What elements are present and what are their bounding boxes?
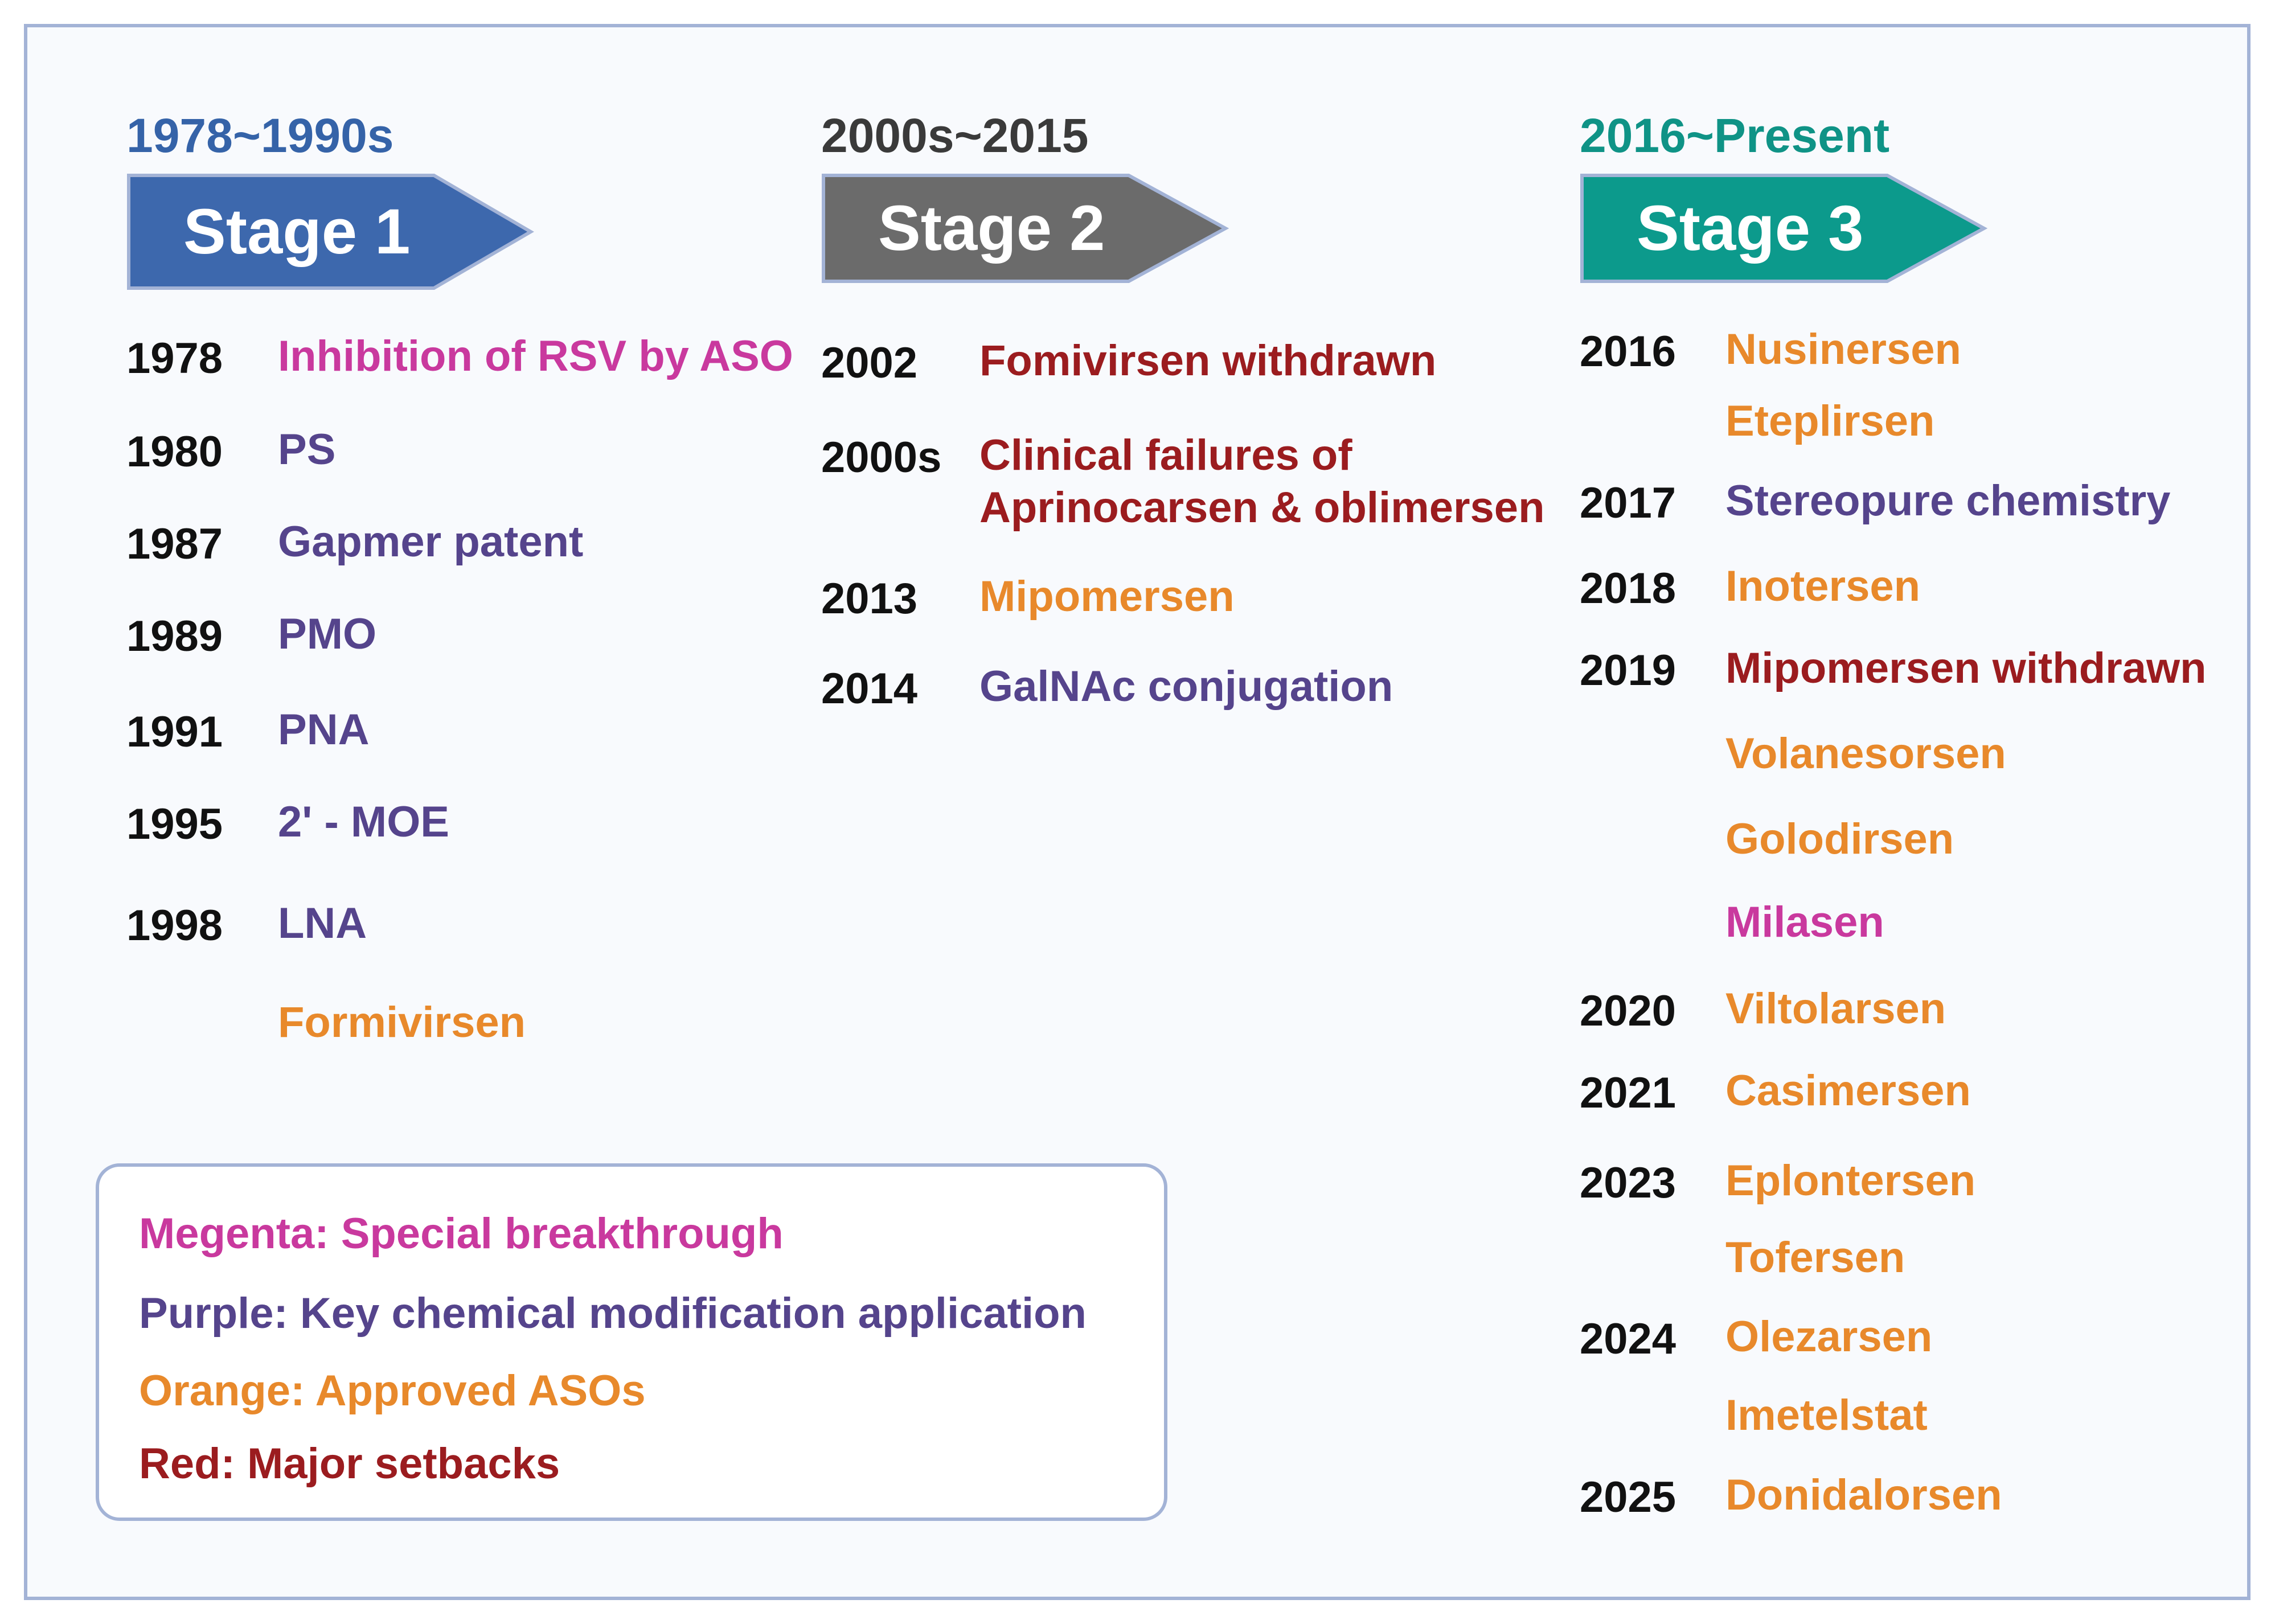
event-year: 2018 [1580,564,1676,613]
event-year: 1978 [126,334,223,383]
stage-2-label: Stage 2 [878,192,1105,264]
stage-2-arrow-shape [822,174,1229,283]
event-year: 2025 [1580,1473,1676,1522]
event-item: Clinical failures of [979,431,1352,479]
event-year: 2024 [1580,1315,1676,1363]
stage-2-era-heading: 2000s~2015 [821,109,1089,162]
event-year: 2020 [1580,987,1676,1035]
event-item: 2' - MOE [278,798,449,846]
event-item: Eplontersen [1725,1157,1976,1205]
legend-item-orange: Orange: Approved ASOs [139,1367,646,1415]
legend-item-magenta: Megenta: Special breakthrough [139,1209,784,1258]
event-year: 1995 [126,800,223,848]
event-year: 2023 [1580,1159,1676,1207]
event-year: 1998 [126,901,223,950]
event-item: Imetelstat [1725,1391,1928,1440]
event-year: 2021 [1580,1069,1676,1117]
event-item: Volanesorsen [1725,729,2006,778]
event-year: 2000s [821,433,942,482]
event-year: 2013 [821,575,918,623]
event-item: PMO [278,610,377,658]
event-item: Fomivirsen withdrawn [979,337,1437,385]
legend-item-purple: Purple: Key chemical modification applic… [139,1289,1087,1338]
stage-1-label: Stage 1 [183,196,411,267]
event-item: Viltolarsen [1725,985,1946,1033]
event-item: Gapmer patent [278,518,584,566]
event-year: 1980 [126,428,223,476]
event-item: Donidalorsen [1725,1471,2002,1519]
event-item: Golodirsen [1725,815,1954,863]
event-year: 2016 [1580,327,1676,376]
event-item: PS [278,425,336,474]
event-item: Casimersen [1725,1067,1971,1115]
event-item: Milasen [1725,898,1884,946]
event-year: 1991 [126,708,223,756]
stage-3-arrow: Stage 3 [1580,173,1990,285]
event-item: Tofersen [1725,1233,1905,1282]
event-item: Aprinocarsen & oblimersen [979,483,1545,532]
stage-3-era-heading: 2016~Present [1580,109,1890,162]
stage-1-era-heading: 1978~1990s [126,109,394,162]
legend-box: Megenta: Special breakthrough Purple: Key… [96,1163,1167,1521]
event-year: 2019 [1580,646,1676,695]
event-item: Inotersen [1725,562,1921,610]
stage-1-arrow-shape [127,174,534,290]
event-item: Olezarsen [1725,1313,1933,1361]
event-item: Formivirsen [278,998,526,1047]
arrow-polygon [1580,174,1988,283]
event-year: 1989 [126,612,223,661]
event-year: 2002 [821,339,918,387]
stage-2-arrow: Stage 2 [821,173,1231,285]
event-item: Eteplirsen [1725,397,1935,445]
stage-3-label: Stage 3 [1637,192,1864,264]
arrow-polygon [127,174,534,290]
event-item: GalNAc conjugation [979,662,1393,711]
stage-1-arrow: Stage 1 [126,173,536,292]
event-year: 2017 [1580,479,1676,527]
event-item: Inhibition of RSV by ASO [278,332,793,380]
event-item: Nusinersen [1725,325,1961,374]
event-item: Stereopure chemistry [1725,477,2171,525]
legend-item-red: Red: Major setbacks [139,1440,560,1488]
arrow-polygon [822,174,1229,283]
event-item: LNA [278,899,367,948]
event-item: Mipomersen withdrawn [1725,644,2207,692]
event-year: 1987 [126,520,223,568]
stage-3-arrow-shape [1580,174,1988,283]
event-year: 2014 [821,665,918,713]
event-item: PNA [278,706,370,754]
event-item: Mipomersen [979,572,1235,621]
